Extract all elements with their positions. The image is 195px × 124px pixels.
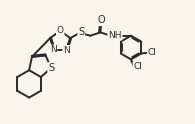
Text: S: S <box>78 27 84 37</box>
Text: N: N <box>63 46 70 55</box>
Text: O: O <box>57 26 64 35</box>
Text: O: O <box>98 15 105 25</box>
Text: N: N <box>50 45 57 54</box>
Text: S: S <box>48 63 54 73</box>
Text: Cl: Cl <box>133 62 142 71</box>
Text: Cl: Cl <box>148 48 157 57</box>
Text: NH: NH <box>108 31 122 40</box>
